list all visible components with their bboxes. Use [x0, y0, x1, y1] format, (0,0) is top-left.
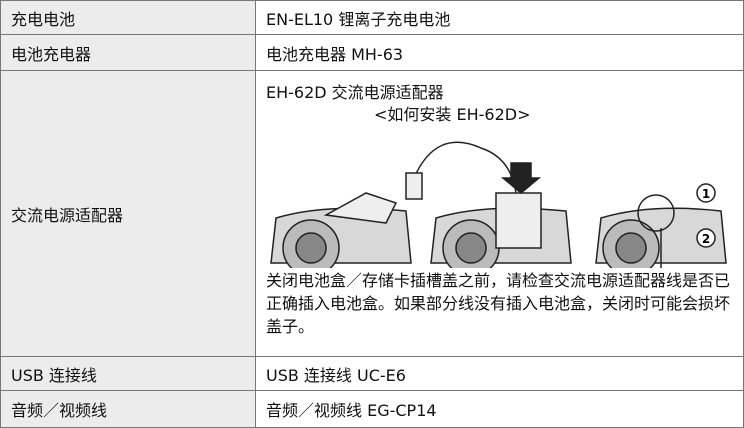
row-label: 充电电池	[0, 0, 256, 35]
row-content: 音频／视频线 EG-CP14	[255, 390, 744, 428]
row-label: 交流电源适配器	[0, 70, 256, 357]
note: 关闭电池盒／存储卡插槽盖之前，请检查交流电源适配器线是否已正确插入电池盒。如果部…	[266, 271, 731, 336]
row-content: 电池充电器 MH-63	[255, 34, 744, 71]
row-label: 电池充电器	[0, 34, 256, 71]
row-content: EH-62D 交流电源适配器	[266, 83, 444, 102]
row-content-cell: EH-62D 交流电源适配器 <如何安装 EH-62D> 1 2 关闭电池盒／存…	[255, 70, 744, 357]
callout: 1	[702, 187, 710, 201]
row-content: USB 连接线 UC-E6	[255, 356, 744, 391]
install-link[interactable]: <如何安装 EH-62D>	[374, 105, 531, 124]
row-label: USB 连接线	[0, 356, 256, 391]
illustration: 1 2	[270, 141, 727, 268]
callout: 2	[702, 232, 710, 246]
row-content: EN-EL10 锂离子充电电池	[255, 0, 744, 35]
row-label: 音频／视频线	[0, 390, 256, 428]
